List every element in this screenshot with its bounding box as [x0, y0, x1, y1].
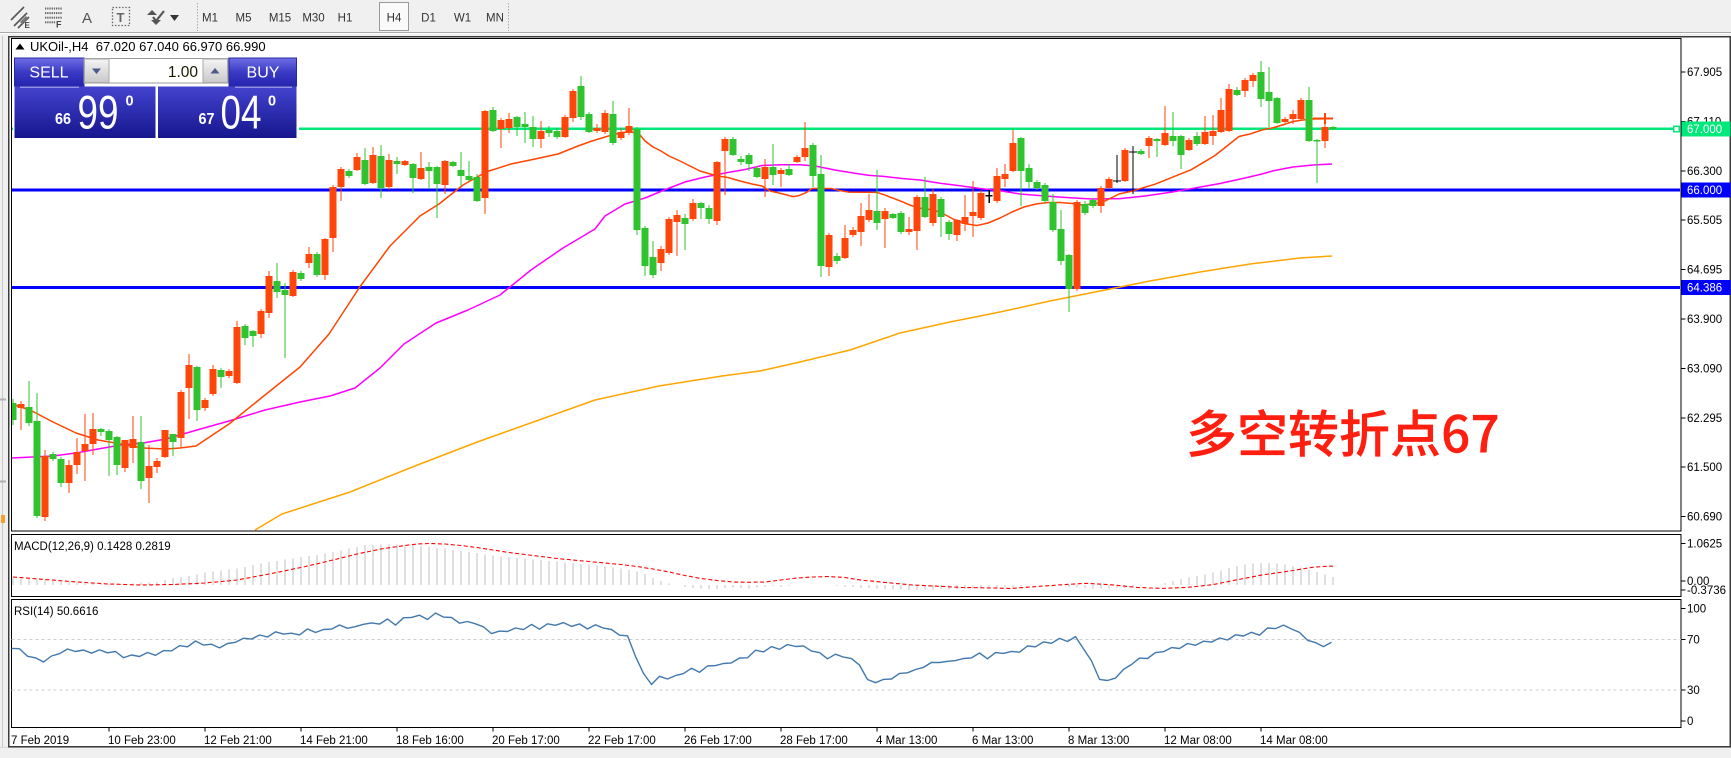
svg-text:67.905: 67.905	[1687, 67, 1722, 79]
svg-text:RSI(14) 50.6616: RSI(14) 50.6616	[14, 606, 98, 618]
svg-text:MACD(12,26,9) 0.1428 0.2819: MACD(12,26,9) 0.1428 0.2819	[14, 541, 171, 553]
svg-text:66: 66	[55, 111, 71, 128]
svg-text:20 Feb 17:00: 20 Feb 17:00	[492, 735, 560, 747]
svg-text:8 Mar 13:00: 8 Mar 13:00	[1068, 735, 1129, 747]
svg-text:M5: M5	[236, 13, 252, 25]
svg-text:60.690: 60.690	[1687, 512, 1722, 524]
svg-text:66.300: 66.300	[1687, 166, 1722, 178]
svg-text:0: 0	[268, 94, 276, 110]
svg-text:14 Feb 21:00: 14 Feb 21:00	[300, 735, 368, 747]
svg-text:65.505: 65.505	[1687, 215, 1722, 227]
svg-text:7 Feb 2019: 7 Feb 2019	[11, 735, 69, 747]
svg-text:63.900: 63.900	[1687, 314, 1722, 326]
svg-text:64.695: 64.695	[1687, 265, 1722, 277]
svg-text:04: 04	[221, 86, 262, 139]
svg-text:61.500: 61.500	[1687, 462, 1722, 474]
svg-text:99: 99	[78, 86, 119, 139]
svg-text:67: 67	[199, 111, 215, 128]
svg-text:W1: W1	[454, 13, 471, 25]
svg-text:-0.3736: -0.3736	[1687, 585, 1726, 597]
svg-text:0: 0	[125, 94, 133, 110]
svg-text:10 Feb 23:00: 10 Feb 23:00	[108, 735, 176, 747]
svg-text:1.00: 1.00	[168, 64, 199, 81]
svg-text:D1: D1	[421, 13, 436, 25]
svg-text:64.386: 64.386	[1687, 283, 1722, 295]
svg-text:70: 70	[1687, 635, 1700, 647]
svg-text:63.090: 63.090	[1687, 363, 1722, 375]
svg-text:26 Feb 17:00: 26 Feb 17:00	[684, 735, 752, 747]
svg-text:67.000: 67.000	[1687, 124, 1722, 136]
svg-text:14 Mar 08:00: 14 Mar 08:00	[1260, 735, 1328, 747]
svg-text:M15: M15	[269, 13, 291, 25]
svg-text:A: A	[82, 10, 92, 27]
svg-text:SELL: SELL	[29, 65, 68, 82]
svg-text:0: 0	[1687, 716, 1693, 728]
svg-text:100: 100	[1687, 604, 1706, 616]
svg-text:28 Feb 17:00: 28 Feb 17:00	[780, 735, 848, 747]
svg-text:0.00: 0.00	[1687, 576, 1709, 588]
svg-text:BUY: BUY	[247, 65, 280, 82]
svg-text:30: 30	[1687, 685, 1700, 697]
svg-text:H1: H1	[338, 13, 353, 25]
svg-text:MN: MN	[486, 13, 504, 25]
svg-text:UKOil-,H4 67.020 67.040 66.97: UKOil-,H4 67.020 67.040 66.970 66.990	[30, 39, 266, 54]
svg-text:M30: M30	[302, 13, 324, 25]
svg-text:T: T	[117, 10, 125, 25]
svg-text:22 Feb 17:00: 22 Feb 17:00	[588, 735, 656, 747]
svg-text:62.295: 62.295	[1687, 413, 1722, 425]
svg-text:66.000: 66.000	[1687, 185, 1722, 197]
svg-text:18 Feb 16:00: 18 Feb 16:00	[396, 735, 464, 747]
svg-text:12 Mar 08:00: 12 Mar 08:00	[1164, 735, 1232, 747]
svg-text:4 Mar 13:00: 4 Mar 13:00	[876, 735, 937, 747]
svg-text:E: E	[25, 21, 31, 30]
svg-text:M1: M1	[202, 13, 218, 25]
svg-text:1.0625: 1.0625	[1687, 538, 1722, 550]
svg-text:F: F	[56, 20, 62, 30]
svg-text:12 Feb 21:00: 12 Feb 21:00	[204, 735, 272, 747]
svg-text:H4: H4	[387, 13, 402, 25]
svg-text:6 Mar 13:00: 6 Mar 13:00	[972, 735, 1033, 747]
